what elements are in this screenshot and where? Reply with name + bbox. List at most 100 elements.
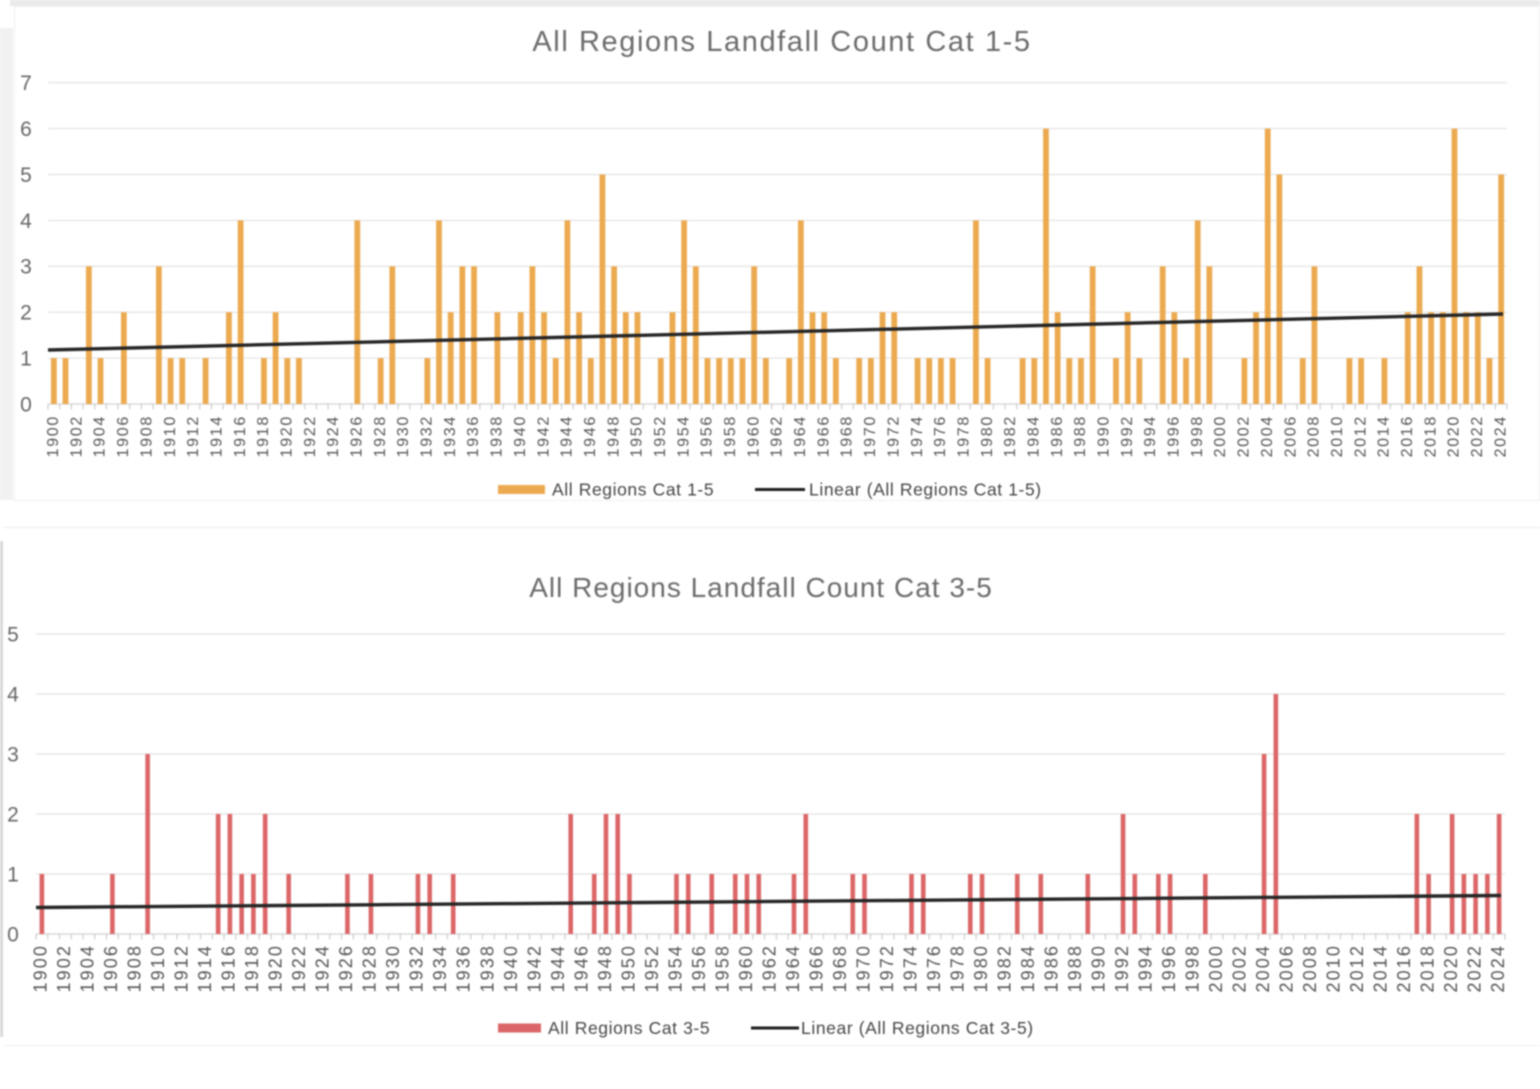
svg-text:1986: 1986	[1049, 415, 1066, 457]
svg-text:1928: 1928	[360, 944, 380, 992]
svg-text:1942: 1942	[524, 944, 544, 992]
svg-text:2014: 2014	[1370, 944, 1390, 992]
svg-text:1954: 1954	[665, 944, 685, 992]
svg-text:1938: 1938	[477, 944, 497, 992]
svg-text:1970: 1970	[862, 415, 879, 457]
svg-text:1930: 1930	[395, 415, 412, 457]
svg-text:2014: 2014	[1376, 415, 1393, 457]
svg-text:1950: 1950	[618, 944, 638, 992]
svg-text:Linear (All Regions Cat 1-5): Linear (All Regions Cat 1-5)	[809, 480, 1042, 500]
svg-text:1918: 1918	[242, 944, 262, 992]
svg-text:1966: 1966	[815, 415, 832, 457]
svg-text:1952: 1952	[652, 415, 669, 457]
svg-text:1992: 1992	[1112, 944, 1132, 992]
svg-text:1930: 1930	[383, 944, 403, 992]
svg-text:1912: 1912	[172, 944, 192, 992]
svg-text:1994: 1994	[1142, 415, 1159, 457]
svg-text:1964: 1964	[792, 415, 809, 457]
svg-text:1960: 1960	[736, 944, 756, 992]
svg-text:1966: 1966	[806, 944, 826, 992]
svg-text:0: 0	[20, 393, 32, 416]
svg-text:1964: 1964	[783, 944, 803, 992]
svg-text:1976: 1976	[924, 944, 944, 992]
svg-text:1936: 1936	[465, 415, 482, 457]
svg-text:1946: 1946	[571, 944, 591, 992]
svg-text:1956: 1956	[689, 944, 709, 992]
svg-text:1980: 1980	[979, 415, 996, 457]
svg-text:1970: 1970	[853, 944, 873, 992]
svg-text:2016: 2016	[1394, 944, 1414, 992]
svg-text:1974: 1974	[909, 415, 926, 457]
svg-text:1968: 1968	[830, 944, 850, 992]
svg-text:1934: 1934	[442, 415, 459, 457]
svg-text:2: 2	[7, 803, 19, 826]
svg-text:1982: 1982	[994, 944, 1014, 992]
svg-text:2018: 2018	[1422, 415, 1439, 457]
svg-text:1916: 1916	[232, 415, 249, 457]
svg-text:2002: 2002	[1229, 944, 1249, 992]
svg-text:2002: 2002	[1236, 415, 1253, 457]
svg-text:1990: 1990	[1096, 415, 1113, 457]
svg-text:1904: 1904	[78, 944, 98, 992]
svg-text:1978: 1978	[947, 944, 967, 992]
svg-text:2012: 2012	[1352, 415, 1369, 457]
svg-text:1926: 1926	[349, 415, 366, 457]
svg-text:1924: 1924	[325, 415, 342, 457]
svg-text:1992: 1992	[1119, 415, 1136, 457]
svg-text:2004: 2004	[1253, 944, 1273, 992]
svg-text:4: 4	[7, 683, 19, 706]
svg-text:2010: 2010	[1323, 944, 1343, 992]
svg-text:1: 1	[7, 863, 19, 886]
svg-text:1950: 1950	[629, 415, 646, 457]
svg-text:1974: 1974	[900, 944, 920, 992]
svg-text:1996: 1996	[1166, 415, 1183, 457]
svg-text:1914: 1914	[195, 944, 215, 992]
svg-text:1932: 1932	[407, 944, 427, 992]
svg-text:2: 2	[20, 302, 32, 325]
svg-text:4: 4	[20, 210, 32, 233]
svg-text:1998: 1998	[1189, 415, 1206, 457]
svg-text:1972: 1972	[877, 944, 897, 992]
svg-text:1910: 1910	[148, 944, 168, 992]
svg-text:1958: 1958	[712, 944, 732, 992]
svg-text:2020: 2020	[1446, 415, 1463, 457]
svg-text:2000: 2000	[1212, 415, 1229, 457]
svg-text:1908: 1908	[138, 415, 155, 457]
svg-text:2022: 2022	[1464, 944, 1484, 992]
svg-text:1942: 1942	[535, 415, 552, 457]
svg-text:1984: 1984	[1018, 944, 1038, 992]
svg-text:All Regions Landfall Count Cat: All Regions Landfall Count Cat 1-5	[532, 26, 1031, 58]
svg-text:1934: 1934	[430, 944, 450, 992]
svg-text:1938: 1938	[489, 415, 506, 457]
svg-text:1958: 1958	[722, 415, 739, 457]
svg-text:2006: 2006	[1282, 415, 1299, 457]
svg-text:1948: 1948	[605, 415, 622, 457]
svg-text:2024: 2024	[1488, 944, 1508, 992]
svg-text:1984: 1984	[1026, 415, 1043, 457]
svg-text:1936: 1936	[454, 944, 474, 992]
svg-text:1906: 1906	[115, 415, 132, 457]
svg-text:1906: 1906	[101, 944, 121, 992]
svg-text:1956: 1956	[699, 415, 716, 457]
svg-text:1912: 1912	[185, 415, 202, 457]
svg-text:1962: 1962	[759, 944, 779, 992]
svg-text:1904: 1904	[92, 415, 109, 457]
svg-text:1948: 1948	[595, 944, 615, 992]
svg-text:1928: 1928	[372, 415, 389, 457]
svg-text:1978: 1978	[956, 415, 973, 457]
svg-text:1926: 1926	[336, 944, 356, 992]
svg-text:1960: 1960	[745, 415, 762, 457]
svg-text:1994: 1994	[1135, 944, 1155, 992]
svg-text:1988: 1988	[1065, 944, 1085, 992]
svg-text:2022: 2022	[1469, 415, 1486, 457]
svg-text:2000: 2000	[1206, 944, 1226, 992]
svg-text:1962: 1962	[769, 415, 786, 457]
svg-text:1922: 1922	[302, 415, 319, 457]
svg-text:7: 7	[20, 72, 32, 95]
svg-text:2006: 2006	[1276, 944, 1296, 992]
svg-text:0: 0	[7, 923, 19, 946]
svg-text:1916: 1916	[219, 944, 239, 992]
svg-text:1914: 1914	[208, 415, 225, 457]
svg-text:1952: 1952	[642, 944, 662, 992]
svg-text:1954: 1954	[675, 415, 692, 457]
